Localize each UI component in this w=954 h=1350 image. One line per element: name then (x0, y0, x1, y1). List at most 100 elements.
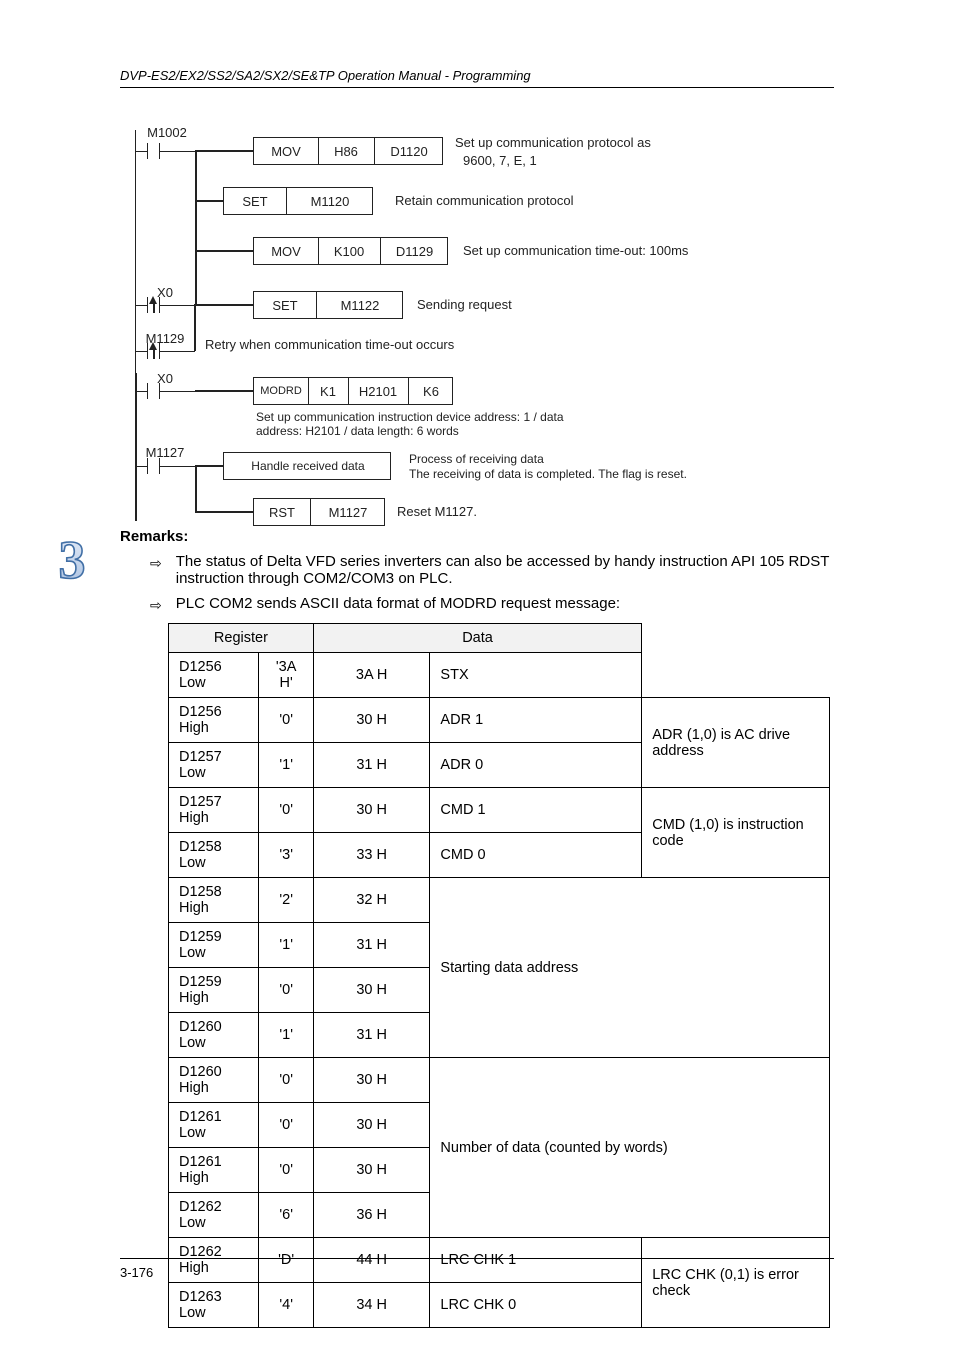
page: DVP-ES2/EX2/SS2/SA2/SX2/SE&TP Operation … (0, 0, 954, 1350)
td-merge: Starting data address (430, 878, 830, 1058)
comment: Sending request (417, 297, 512, 312)
wire (195, 390, 253, 392)
comment: 9600, 7, E, 1 (463, 153, 537, 168)
comment: Reset M1127. (397, 504, 477, 519)
td: ADR 0 (430, 743, 642, 788)
chapter-badge: 3 (50, 530, 94, 592)
contact-x0b (135, 383, 195, 399)
td: '6' (259, 1193, 313, 1238)
td: '0' (259, 1058, 313, 1103)
th-register: Register (169, 624, 314, 653)
td: D1257 High (169, 788, 259, 833)
ladder-diagram: M1002 MOV H86 D1120 Set up communication… (135, 115, 825, 530)
td: '2' (259, 878, 313, 923)
remarks-heading: Remarks: (120, 528, 830, 545)
inst-op: SET (224, 188, 286, 214)
td: '3A H' (259, 653, 313, 698)
inst-arg: M1120 (286, 188, 374, 214)
inst-arg: M1127 (310, 499, 386, 525)
remark-item: ⇨ PLC COM2 sends ASCII data format of MO… (150, 595, 830, 615)
footer-page-number: 3-176 (120, 1265, 153, 1280)
td: D1261 High (169, 1148, 259, 1193)
td: D1263 Low (169, 1283, 259, 1328)
handle-received-box: Handle received data (223, 452, 391, 480)
handle-label: Handle received data (224, 453, 392, 479)
td: 3A H (313, 653, 430, 698)
remark-text: PLC COM2 sends ASCII data format of MODR… (176, 595, 620, 612)
td: '0' (259, 788, 313, 833)
inst-set-m1120: SET M1120 (223, 187, 373, 215)
register-table: Register Data D1256 Low '3A H' 3A H STX … (168, 623, 830, 1328)
td: '1' (259, 1013, 313, 1058)
table-row: D1256 High '0' 30 H ADR 1 ADR (1,0) is A… (169, 698, 830, 743)
inst-mov-k100: MOV K100 D1129 (253, 237, 448, 265)
inst-arg: M1122 (316, 292, 404, 318)
remarks-section: Remarks: ⇨ The status of Delta VFD serie… (120, 528, 830, 1328)
header-left: DVP-ES2/EX2/SS2/SA2/SX2/SE&TP Operation … (120, 68, 531, 83)
table-header-row: Register Data (169, 624, 830, 653)
table-row: D1258 High '2' 32 H Starting data addres… (169, 878, 830, 923)
inst-mov-h86: MOV H86 D1120 (253, 137, 443, 165)
td: 31 H (313, 1013, 430, 1058)
td: 31 H (313, 743, 430, 788)
remark-item: ⇨ The status of Delta VFD series inverte… (150, 553, 830, 587)
td: LRC CHK 0 (430, 1283, 642, 1328)
inst-arg: K100 (318, 238, 380, 264)
td: '1' (259, 743, 313, 788)
chapter-number-glyph: 3 (59, 530, 86, 590)
wire (195, 250, 253, 252)
remark-text: The status of Delta VFD series inverters… (176, 553, 830, 587)
wire (195, 465, 223, 467)
td: D1258 High (169, 878, 259, 923)
td: 33 H (313, 833, 430, 878)
wire (195, 304, 253, 306)
td: 34 H (313, 1283, 430, 1328)
inst-op: SET (254, 292, 316, 318)
comment: The receiving of data is completed. The … (409, 467, 687, 481)
td: '0' (259, 698, 313, 743)
comment: Set up communication instruction device … (256, 410, 596, 438)
td: D1257 Low (169, 743, 259, 788)
inst-arg: D1120 (374, 138, 444, 164)
td: 36 H (313, 1193, 430, 1238)
contact-x0 (135, 297, 195, 313)
contact-label-m1002: M1002 (142, 125, 192, 140)
td: ADR 1 (430, 698, 642, 743)
bullet-icon: ⇨ (150, 595, 162, 615)
inst-op: RST (254, 499, 310, 525)
table-row: D1256 Low '3A H' 3A H STX (169, 653, 830, 698)
td: 30 H (313, 1148, 430, 1193)
comment: Process of receiving data (409, 452, 544, 466)
comment: Retry when communication time-out occurs (205, 337, 454, 352)
td: CMD 1 (430, 788, 642, 833)
td: 30 H (313, 1103, 430, 1148)
comment: Set up communication time-out: 100ms (463, 243, 688, 258)
td: CMD 0 (430, 833, 642, 878)
bullet-icon: ⇨ (150, 553, 162, 573)
inst-arg: H2101 (348, 378, 408, 404)
page-footer: 3-176 (120, 1258, 834, 1280)
td: D1256 High (169, 698, 259, 743)
td: D1259 High (169, 968, 259, 1013)
td: '0' (259, 968, 313, 1013)
td-merge: LRC CHK (0,1) is error check (642, 1238, 830, 1328)
wire (194, 304, 196, 351)
td: 30 H (313, 788, 430, 833)
wire (195, 200, 223, 202)
td: '0' (259, 1148, 313, 1193)
td: D1262 Low (169, 1193, 259, 1238)
td: D1259 Low (169, 923, 259, 968)
inst-rst-m1127: RST M1127 (253, 498, 385, 526)
contact-m1002 (135, 143, 195, 159)
td: '1' (259, 923, 313, 968)
td: D1260 High (169, 1058, 259, 1103)
td: '4' (259, 1283, 313, 1328)
td: D1260 Low (169, 1013, 259, 1058)
table-row: D1257 High '0' 30 H CMD 1 CMD (1,0) is i… (169, 788, 830, 833)
td: 30 H (313, 1058, 430, 1103)
inst-arg: D1129 (380, 238, 449, 264)
td-merge: CMD (1,0) is instruction code (642, 788, 830, 878)
contact-m1127 (135, 458, 195, 474)
comment: Set up communication protocol as (455, 135, 651, 150)
td: D1258 Low (169, 833, 259, 878)
